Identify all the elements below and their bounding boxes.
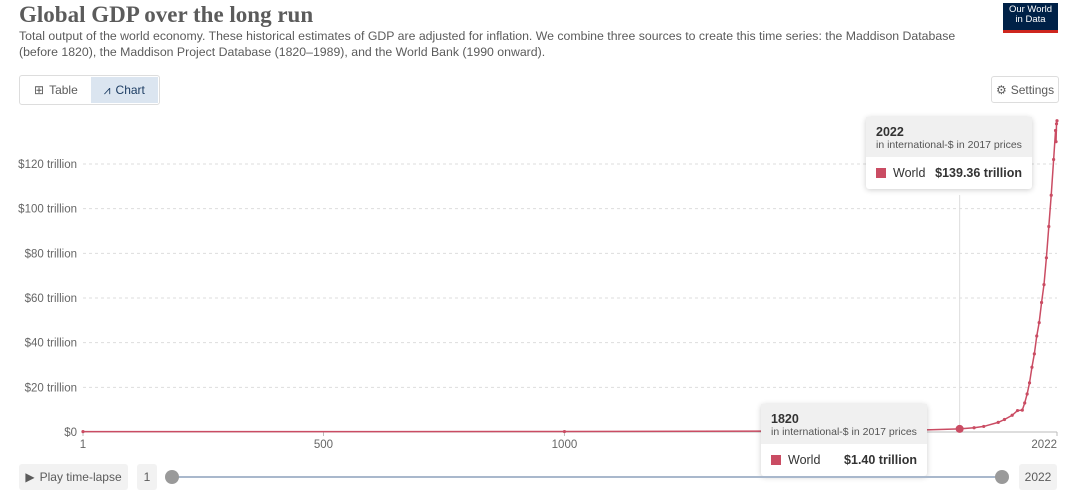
data-point [1020, 408, 1024, 412]
data-point [1049, 193, 1053, 197]
data-point [1015, 408, 1020, 413]
data-point [562, 429, 567, 434]
start-year[interactable]: 1 [137, 464, 157, 490]
x-tick-label: 2022 [1031, 439, 1057, 451]
y-tick-label: $100 trillion [18, 204, 77, 216]
gear-icon: ⚙ [995, 82, 1007, 97]
data-point [1002, 417, 1007, 422]
y-tick-label: $120 trillion [18, 159, 77, 171]
data-point [1055, 119, 1059, 123]
data-point [1010, 413, 1014, 417]
legend-swatch [876, 168, 886, 178]
data-point [1044, 256, 1048, 260]
data-point [1025, 392, 1029, 396]
series-line-world [82, 120, 1058, 433]
timeline-track[interactable] [172, 476, 1002, 478]
timeline-end-handle[interactable] [995, 470, 1009, 484]
view-tabs: ⊞ Table ⩘ Chart [19, 75, 160, 105]
owid-logo[interactable]: Our World in Data [1003, 3, 1058, 33]
tab-chart[interactable]: ⩘ Chart [90, 77, 158, 103]
data-point [1030, 365, 1034, 369]
data-point [1037, 320, 1041, 325]
play-icon: ▶ [25, 470, 35, 484]
hover-point [955, 424, 964, 433]
line-chart-icon: ⩘ [103, 82, 111, 97]
settings-button[interactable]: ⚙ Settings [991, 76, 1059, 103]
tab-table[interactable]: ⊞ Table [34, 83, 78, 97]
tooltip-2022: 2022 in international-$ in 2017 prices Wo… [866, 117, 1032, 189]
y-tick-label: $20 trillion [25, 382, 77, 394]
timeline-start-handle[interactable] [165, 470, 179, 484]
data-point [1042, 283, 1046, 287]
data-point [1052, 157, 1056, 162]
data-point [1054, 122, 1059, 126]
end-year[interactable]: 2022 [1019, 464, 1057, 490]
play-timelapse-button[interactable]: ▶ Play time-lapse [19, 464, 128, 490]
page-title: Global GDP over the long run [19, 2, 314, 27]
tooltip-1820: 1820 in international-$ in 2017 prices Wo… [761, 404, 927, 476]
data-point [1027, 381, 1032, 385]
data-point [1047, 224, 1051, 229]
y-tick-label: $40 trillion [25, 338, 77, 350]
data-point [972, 426, 976, 430]
table-icon: ⊞ [34, 83, 45, 97]
data-point [1053, 128, 1058, 133]
data-point [982, 424, 986, 429]
x-tick-label: 1000 [552, 439, 578, 451]
data-point [1032, 352, 1036, 356]
data-point [1039, 300, 1044, 305]
subtitle: Total output of the world economy. These… [19, 29, 956, 59]
data-point [1023, 401, 1027, 405]
data-point [81, 429, 85, 434]
y-tick-label: $80 trillion [25, 248, 77, 260]
x-tick-label: 1 [80, 439, 86, 451]
data-point [996, 420, 1000, 424]
y-tick-label: $60 trillion [25, 293, 77, 305]
legend-swatch [771, 455, 781, 465]
x-tick-label: 500 [314, 439, 333, 451]
y-tick-label: $0 [64, 427, 77, 439]
data-point [1035, 334, 1039, 338]
data-point [1054, 140, 1058, 144]
